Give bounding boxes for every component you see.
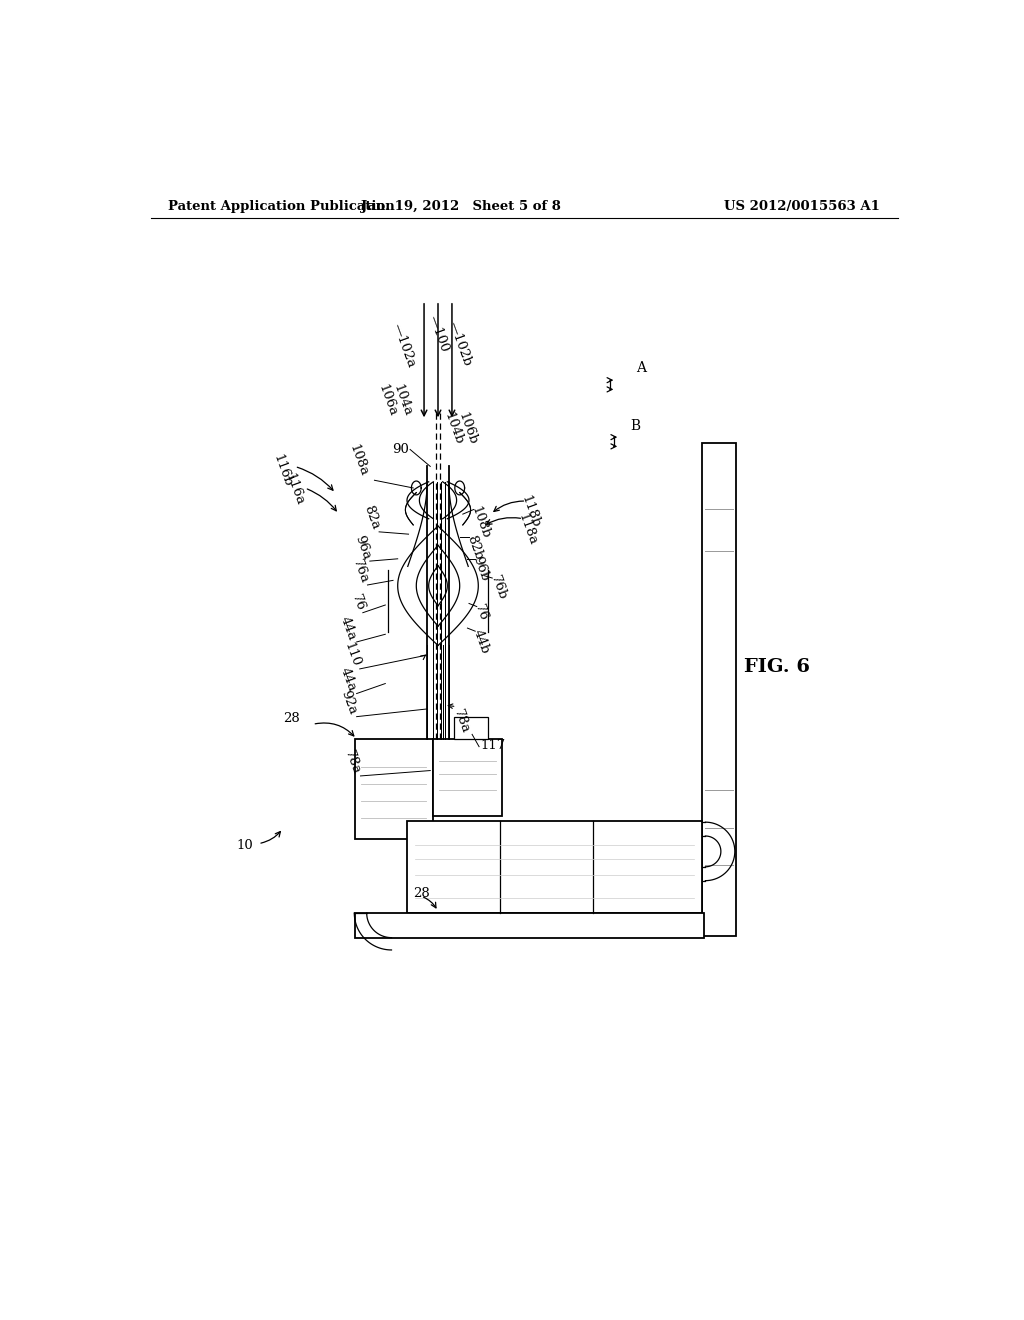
Text: 44a: 44a bbox=[338, 665, 358, 693]
Text: 82b: 82b bbox=[465, 533, 485, 561]
Text: Patent Application Publication: Patent Application Publication bbox=[168, 199, 395, 213]
Text: 76a: 76a bbox=[350, 558, 371, 586]
Text: 104a: 104a bbox=[391, 383, 415, 418]
Text: B: B bbox=[630, 420, 640, 433]
Text: 108b: 108b bbox=[469, 504, 493, 540]
Bar bbox=[355, 913, 703, 937]
Text: 76: 76 bbox=[348, 593, 367, 614]
Text: 44b: 44b bbox=[471, 627, 492, 656]
Text: 44a: 44a bbox=[338, 614, 358, 642]
Bar bbox=[355, 739, 432, 840]
Text: 78a: 78a bbox=[342, 748, 362, 776]
Text: 106a: 106a bbox=[376, 383, 399, 418]
Text: A: A bbox=[636, 360, 645, 375]
Text: 96a: 96a bbox=[352, 533, 373, 561]
Text: 118a: 118a bbox=[516, 512, 540, 548]
Bar bbox=[432, 739, 503, 816]
Text: 118b: 118b bbox=[519, 494, 543, 529]
Text: 82a: 82a bbox=[361, 504, 382, 532]
Text: US 2012/0015563 A1: US 2012/0015563 A1 bbox=[724, 199, 881, 213]
Text: 96b: 96b bbox=[471, 554, 492, 583]
Text: 110: 110 bbox=[342, 640, 362, 669]
Text: FIG. 6: FIG. 6 bbox=[744, 657, 810, 676]
Text: 108a: 108a bbox=[347, 444, 371, 479]
Text: 92a: 92a bbox=[338, 689, 358, 717]
Text: —102a: —102a bbox=[389, 322, 418, 370]
Text: 76b: 76b bbox=[487, 573, 509, 602]
Text: 28: 28 bbox=[414, 887, 430, 900]
Text: 10: 10 bbox=[237, 838, 254, 851]
Text: 28: 28 bbox=[284, 713, 300, 726]
Bar bbox=[407, 821, 701, 913]
Text: 116b: 116b bbox=[270, 453, 295, 488]
Text: 90: 90 bbox=[391, 444, 409, 455]
Text: 104b: 104b bbox=[441, 411, 465, 446]
Text: 78a: 78a bbox=[452, 708, 472, 735]
Text: 117: 117 bbox=[480, 739, 506, 751]
Text: Jan. 19, 2012 Sheet 5 of 8: Jan. 19, 2012 Sheet 5 of 8 bbox=[361, 199, 561, 213]
Bar bbox=[454, 718, 488, 739]
Bar bbox=[701, 444, 736, 936]
Text: 76: 76 bbox=[472, 603, 490, 623]
Text: —100: —100 bbox=[426, 314, 451, 355]
Text: —102b: —102b bbox=[445, 319, 474, 368]
Text: 116a: 116a bbox=[283, 471, 306, 508]
Text: 106b: 106b bbox=[455, 411, 479, 446]
